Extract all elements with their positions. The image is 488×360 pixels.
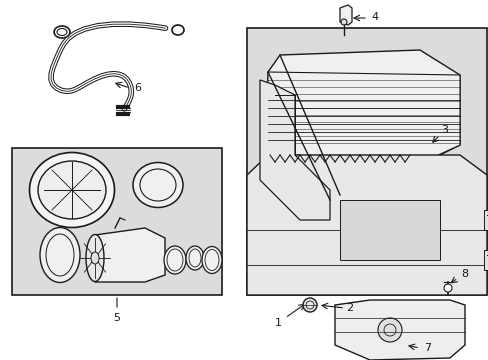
Circle shape: [443, 284, 451, 292]
Polygon shape: [246, 155, 486, 295]
Polygon shape: [267, 72, 459, 200]
Ellipse shape: [163, 246, 185, 274]
Ellipse shape: [133, 162, 183, 207]
Circle shape: [377, 318, 401, 342]
Polygon shape: [339, 5, 351, 25]
Text: 5: 5: [113, 313, 120, 323]
Ellipse shape: [86, 234, 104, 282]
Ellipse shape: [38, 161, 106, 219]
Text: 7: 7: [424, 343, 431, 353]
Bar: [12, 148, 222, 295]
Text: 3: 3: [441, 125, 447, 135]
Polygon shape: [267, 50, 459, 155]
Ellipse shape: [185, 246, 203, 270]
Bar: [483, 210, 488, 230]
Ellipse shape: [40, 228, 80, 283]
Polygon shape: [95, 228, 164, 282]
Ellipse shape: [54, 26, 70, 38]
Polygon shape: [334, 300, 464, 360]
Text: 4: 4: [371, 12, 378, 22]
Ellipse shape: [29, 153, 114, 228]
Ellipse shape: [91, 252, 99, 264]
Text: 8: 8: [461, 269, 468, 279]
Bar: [339, 200, 439, 260]
Polygon shape: [260, 80, 329, 220]
Bar: [483, 250, 488, 270]
Circle shape: [340, 19, 346, 25]
Bar: [246, 28, 486, 295]
Ellipse shape: [172, 25, 183, 35]
Circle shape: [303, 298, 316, 312]
Text: 1: 1: [274, 318, 281, 328]
Text: 6: 6: [134, 83, 141, 93]
Ellipse shape: [202, 247, 222, 274]
Text: 2: 2: [346, 303, 353, 313]
